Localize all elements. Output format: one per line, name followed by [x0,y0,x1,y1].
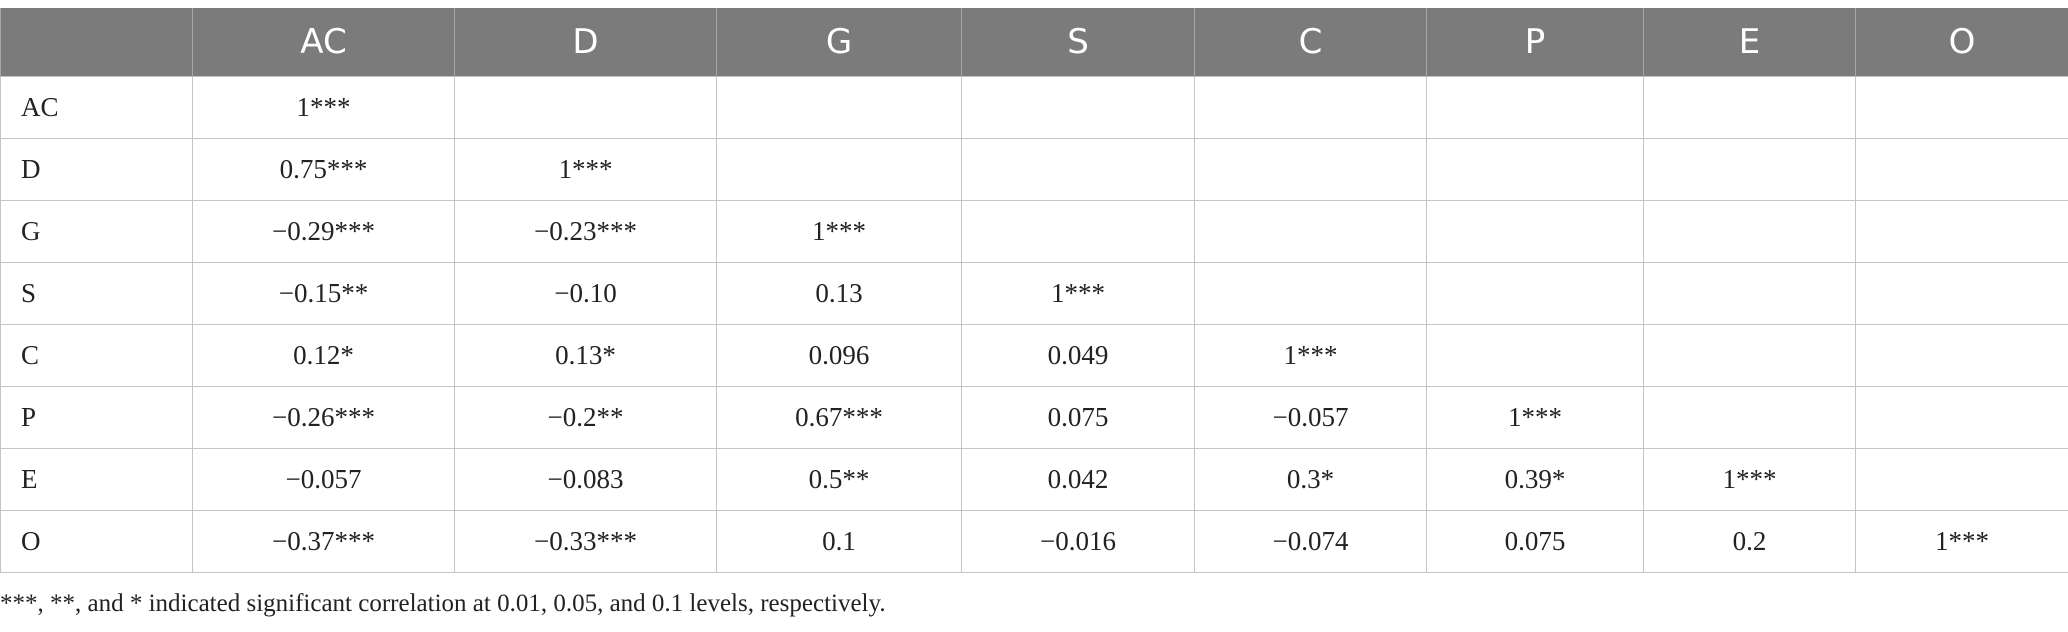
table-cell: 0.75*** [192,138,455,201]
table-row: D 0.75*** 1*** [0,138,2068,201]
table-cell: 0.13 [716,262,962,325]
table-cell [1194,76,1427,139]
table-cell [961,138,1195,201]
table-cell: 0.075 [961,386,1195,449]
table-cell [1855,324,2068,387]
table-cell [1426,200,1644,263]
table-cell: 1*** [961,262,1195,325]
table-cell [961,200,1195,263]
table-row: G −0.29*** −0.23*** 1*** [0,200,2068,263]
table-cell [1855,386,2068,449]
header-cell: E [1643,8,1856,77]
table-cell [1643,386,1856,449]
table-cell: −0.23*** [454,200,717,263]
table-cell: 1*** [1855,510,2068,573]
row-label: C [0,324,193,387]
table-cell: −0.016 [961,510,1195,573]
table-cell: 1*** [454,138,717,201]
header-cell: P [1426,8,1644,77]
table-cell [1643,138,1856,201]
table-cell [1643,262,1856,325]
table-cell [1855,76,2068,139]
table-cell [1855,138,2068,201]
table-cell: −0.29*** [192,200,455,263]
header-cell: D [454,8,717,77]
table-cell [1643,324,1856,387]
table-row: O −0.37*** −0.33*** 0.1 −0.016 −0.074 0.… [0,510,2068,573]
table-cell [961,76,1195,139]
header-cell: C [1194,8,1427,77]
table-cell: −0.15** [192,262,455,325]
table-cell: −0.057 [1194,386,1427,449]
table-cell: 1*** [192,76,455,139]
row-label: G [0,200,193,263]
table-cell: 0.042 [961,448,1195,511]
table-row: P −0.26*** −0.2** 0.67*** 0.075 −0.057 1… [0,386,2068,449]
table-cell: −0.26*** [192,386,455,449]
table-cell [1426,76,1644,139]
table-cell: −0.2** [454,386,717,449]
table-cell: 0.3* [1194,448,1427,511]
table-row: E −0.057 −0.083 0.5** 0.042 0.3* 0.39* 1… [0,448,2068,511]
table-cell: −0.33*** [454,510,717,573]
table-cell: 0.096 [716,324,962,387]
table-cell: −0.10 [454,262,717,325]
table-cell [1194,262,1427,325]
row-label: P [0,386,193,449]
table-cell [1426,324,1644,387]
table-cell: 0.12* [192,324,455,387]
table-cell: 0.049 [961,324,1195,387]
table-cell: 0.075 [1426,510,1644,573]
table-cell [1855,448,2068,511]
table-header-row: AC D G S C P E O [0,8,2068,77]
header-cell [0,8,193,77]
table-cell [1643,200,1856,263]
table-cell [1194,138,1427,201]
table-footnote: ***, **, and * indicated significant cor… [0,590,886,617]
table-cell: 0.39* [1426,448,1644,511]
table-cell: 0.13* [454,324,717,387]
row-label: O [0,510,193,573]
table-cell: −0.057 [192,448,455,511]
table-cell [1426,262,1644,325]
row-label: AC [0,76,193,139]
table-cell [1426,138,1644,201]
row-label: D [0,138,193,201]
table-cell: 1*** [716,200,962,263]
table-cell: −0.074 [1194,510,1427,573]
correlation-table-container: AC D G S C P E O AC 1*** [0,8,2068,573]
table-cell: 1*** [1426,386,1644,449]
table-row: C 0.12* 0.13* 0.096 0.049 1*** [0,324,2068,387]
correlation-table: AC D G S C P E O AC 1*** [0,8,2068,573]
table-cell [1194,200,1427,263]
header-cell: AC [192,8,455,77]
table-cell [454,76,717,139]
header-cell: O [1855,8,2068,77]
row-label: E [0,448,193,511]
table-cell: −0.083 [454,448,717,511]
table-cell: 0.1 [716,510,962,573]
table-cell [1855,262,2068,325]
table-cell: 0.2 [1643,510,1856,573]
header-cell: G [716,8,962,77]
table-cell: 0.5** [716,448,962,511]
table-cell: 0.67*** [716,386,962,449]
header-cell: S [961,8,1195,77]
table-cell [1643,76,1856,139]
table-row: S −0.15** −0.10 0.13 1*** [0,262,2068,325]
table-cell [716,138,962,201]
table-cell [1855,200,2068,263]
table-cell [716,76,962,139]
table-cell: 1*** [1194,324,1427,387]
row-label: S [0,262,193,325]
table-row: AC 1*** [0,76,2068,139]
table-cell: 1*** [1643,448,1856,511]
table-cell: −0.37*** [192,510,455,573]
